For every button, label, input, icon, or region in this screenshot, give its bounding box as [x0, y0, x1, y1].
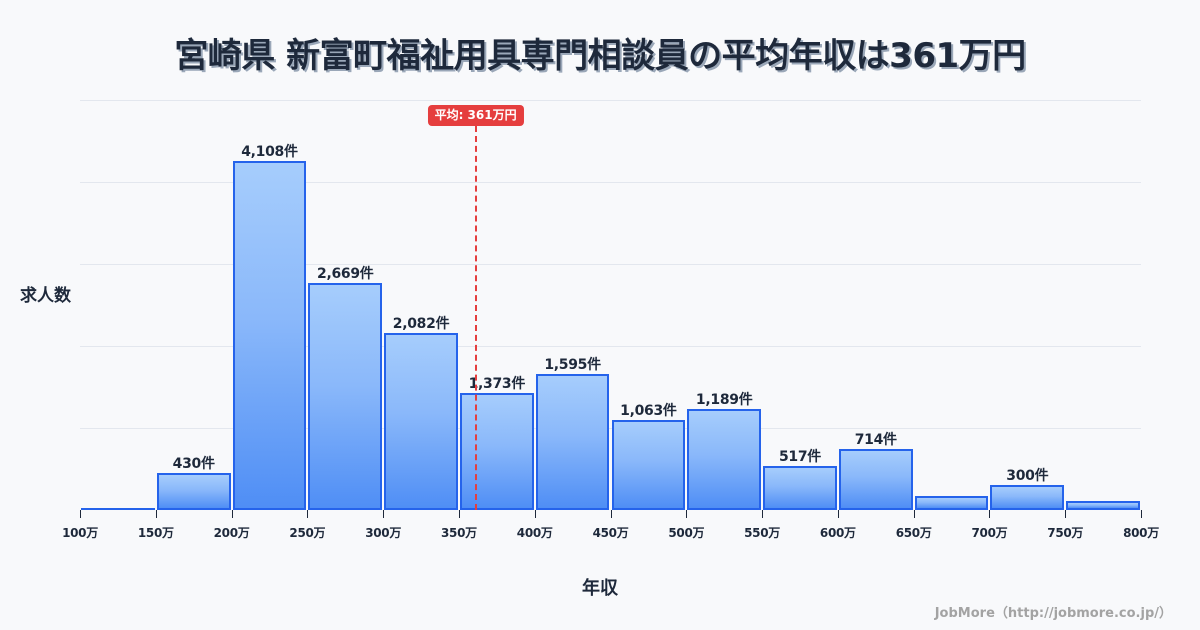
bar-value-label: 1,189件 [695, 392, 753, 408]
bar-value-label: 430件 [172, 456, 215, 472]
bar-value-label: 1,063件 [620, 403, 677, 419]
histogram-bar[interactable] [611, 420, 686, 510]
histogram-bar[interactable] [914, 496, 989, 510]
x-axis-tick-label: 150万 [137, 526, 174, 540]
histogram-bar[interactable] [81, 508, 155, 510]
x-axis-tick-label: 250万 [289, 526, 326, 540]
x-axis-tick [1141, 510, 1142, 518]
chart-title: 宮崎県 新富町福祉用具専門相談員の平均年収は361万円 [174, 36, 1026, 76]
x-axis-label: 年収 [582, 578, 618, 599]
x-axis-tick [762, 510, 763, 518]
bar-value-label: 2,669件 [317, 266, 374, 282]
x-axis-tick-label: 600万 [819, 526, 856, 540]
x-axis-tick [914, 510, 915, 518]
x-axis-tick [838, 510, 839, 518]
bar-value-label: 517件 [778, 449, 821, 465]
bar-value-label: 300件 [1006, 468, 1049, 484]
x-axis-tick-label: 200万 [213, 526, 250, 540]
x-axis-tick-label: 750万 [1047, 526, 1084, 540]
gridline [80, 264, 1141, 265]
source-credit: JobMore（http://jobmore.co.jp/） [934, 606, 1172, 621]
x-axis-tick-label: 500万 [668, 526, 705, 540]
bar-value-label: 2,082件 [392, 316, 450, 332]
histogram-bar[interactable] [990, 485, 1065, 510]
histogram-bar[interactable] [384, 333, 458, 510]
histogram-bar[interactable] [535, 374, 610, 510]
x-axis-tick [611, 510, 612, 518]
x-axis-tick-label: 300万 [365, 526, 402, 540]
x-axis-tick [80, 510, 81, 518]
histogram-bar[interactable] [763, 466, 837, 510]
bar-value-label: 1,373件 [468, 376, 526, 392]
x-axis-tick [989, 510, 990, 518]
y-axis-label: 求人数 [20, 286, 71, 306]
x-axis-tick [459, 510, 460, 518]
histogram-bar[interactable] [1066, 501, 1140, 510]
histogram-bar[interactable] [308, 283, 383, 510]
x-axis-tick [307, 510, 308, 518]
x-axis-tick [535, 510, 536, 518]
histogram-bar[interactable] [156, 473, 231, 510]
x-axis-tick [156, 510, 157, 518]
x-axis-tick [232, 510, 233, 518]
x-axis-tick [686, 510, 687, 518]
x-axis-tick-label: 450万 [592, 526, 629, 540]
histogram-bar[interactable] [232, 161, 307, 510]
x-axis-tick-label: 550万 [744, 526, 780, 540]
x-axis-tick-label: 650万 [895, 526, 932, 540]
gridline [80, 346, 1141, 347]
x-axis-tick-label: 100万 [62, 526, 98, 540]
histogram-bar[interactable] [838, 449, 913, 510]
histogram-bar[interactable] [459, 393, 534, 510]
gridline [80, 182, 1141, 183]
bar-value-label: 1,595件 [544, 357, 601, 373]
gridline [80, 428, 1141, 429]
mean-salary-badge: 平均: 361万円 [427, 105, 524, 126]
bar-value-label: 4,108件 [241, 144, 298, 160]
x-axis-tick [383, 510, 384, 518]
bar-value-label: 714件 [854, 432, 897, 448]
x-axis-tick-label: 400万 [516, 526, 553, 540]
histogram-bar[interactable] [687, 409, 762, 510]
x-axis-tick [1065, 510, 1066, 518]
gridline [80, 100, 1141, 101]
x-axis-tick-label: 800万 [1123, 526, 1159, 540]
x-axis-tick-label: 700万 [971, 526, 1008, 540]
x-axis-tick-label: 350万 [440, 526, 477, 540]
mean-salary-line [474, 126, 477, 510]
